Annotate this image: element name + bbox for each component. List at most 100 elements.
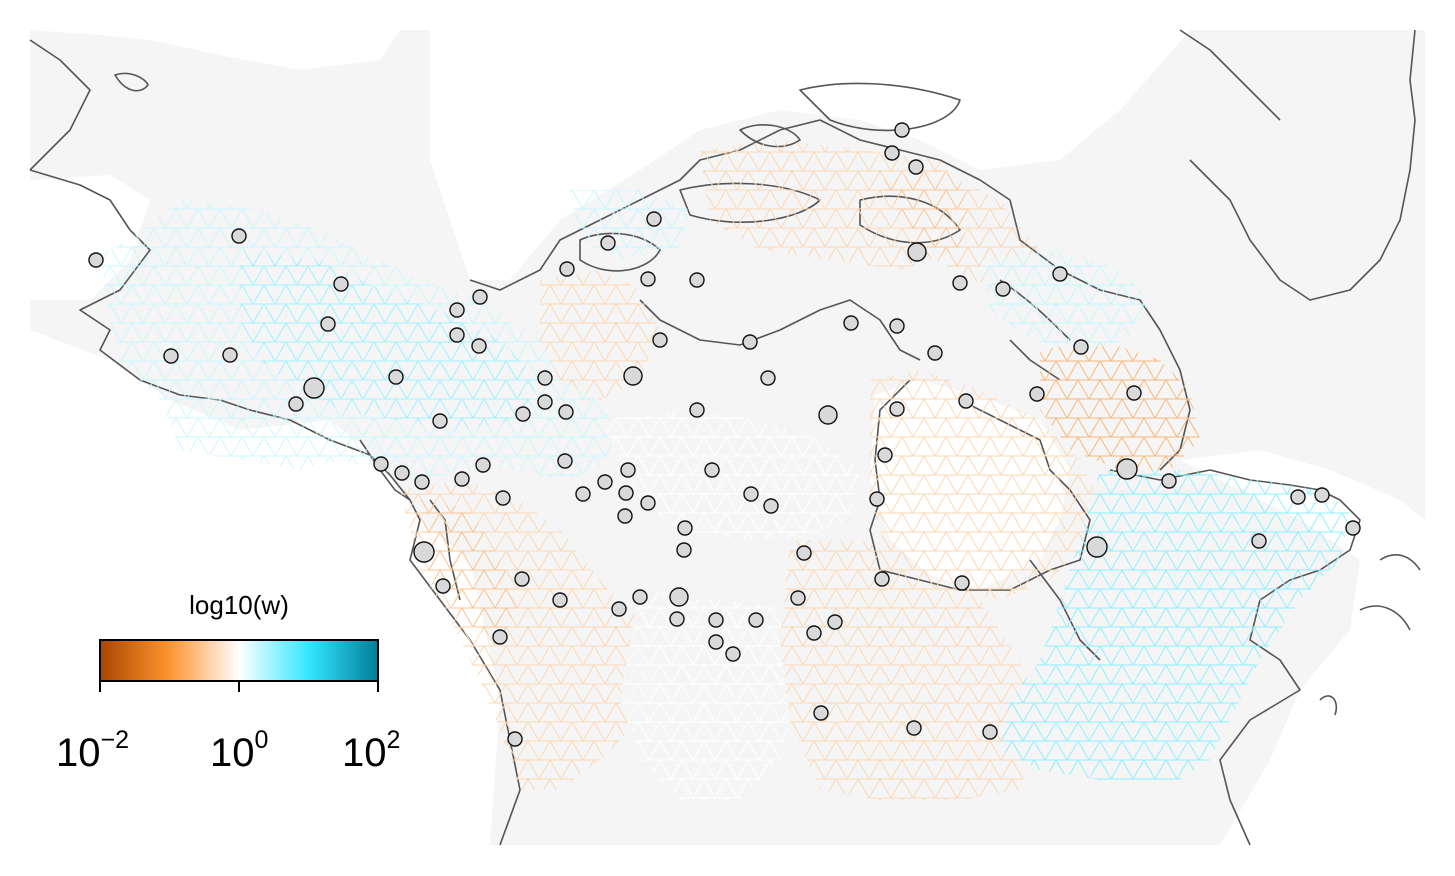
sample-node (874, 571, 890, 587)
sample-node (889, 401, 905, 417)
sample-node (320, 316, 336, 332)
sample-node (537, 370, 553, 386)
colorbar (99, 639, 379, 682)
sample-node (889, 318, 905, 334)
sample-node (1116, 458, 1138, 480)
sample-node (1126, 385, 1142, 401)
sample-node (704, 462, 720, 478)
sample-node (708, 634, 724, 650)
sample-node (908, 159, 924, 175)
sample-node (552, 592, 568, 608)
sample-node (1251, 533, 1267, 549)
sample-node (995, 281, 1011, 297)
sample-node (163, 348, 179, 364)
sample-node (611, 601, 627, 617)
sample-node (743, 486, 759, 502)
sampling-nodes (88, 122, 1361, 747)
sample-node (877, 447, 893, 463)
sample-node (760, 370, 776, 386)
sample-node (471, 338, 487, 354)
sample-node (472, 289, 488, 305)
sample-node (1161, 473, 1177, 489)
sample-node (537, 394, 553, 410)
sample-node (742, 334, 758, 350)
sample-node (495, 490, 511, 506)
sample-node (617, 508, 633, 524)
sample-node (88, 252, 104, 268)
sample-node (790, 590, 806, 606)
sample-node (454, 471, 470, 487)
sample-node (652, 332, 668, 348)
sample-node (677, 520, 693, 536)
sample-node (640, 495, 656, 511)
sample-node (288, 396, 304, 412)
sample-node (1029, 386, 1045, 402)
sample-node (388, 369, 404, 385)
sample-node (303, 377, 325, 399)
sample-node (813, 705, 829, 721)
sample-node (689, 272, 705, 288)
sample-node (373, 456, 389, 472)
sample-node (669, 611, 685, 627)
sample-node (231, 228, 247, 244)
sample-node (449, 302, 465, 318)
sample-node (952, 275, 968, 291)
sample-node (1073, 339, 1089, 355)
legend-title: log10(w) (189, 590, 289, 620)
sample-node (449, 327, 465, 343)
sample-node (669, 587, 689, 607)
sample-node (884, 145, 900, 161)
sample-node (492, 629, 508, 645)
sample-node (640, 271, 656, 287)
sample-node (413, 541, 435, 563)
sample-node (1052, 266, 1068, 282)
sample-node (575, 486, 591, 502)
tick-label-mid: 100 (210, 726, 268, 775)
sample-node (982, 724, 998, 740)
sample-node (632, 589, 648, 605)
sample-node (1290, 489, 1306, 505)
sample-node (927, 345, 943, 361)
sample-node (748, 612, 764, 628)
sample-node (515, 406, 531, 422)
tick-label-max: 102 (342, 726, 400, 775)
sample-node (414, 474, 430, 490)
sample-node (818, 405, 838, 425)
sample-node (394, 465, 410, 481)
sample-node (559, 261, 575, 277)
tick-label-min: 10−2 (56, 726, 129, 775)
sample-node (1345, 520, 1361, 536)
sample-node (827, 614, 843, 630)
sample-node (435, 578, 451, 594)
sample-node (222, 347, 238, 363)
sample-node (557, 453, 573, 469)
sample-node (620, 462, 636, 478)
sample-node (843, 315, 859, 331)
sample-node (1086, 536, 1108, 558)
sample-node (708, 612, 724, 628)
sample-node (689, 402, 705, 418)
sample-node (894, 122, 910, 138)
sample-node (676, 542, 692, 558)
sample-node (954, 575, 970, 591)
sample-node (597, 474, 613, 490)
sample-node (623, 366, 643, 386)
sample-node (432, 413, 448, 429)
sample-node (507, 731, 523, 747)
sample-node (618, 485, 634, 501)
sample-node (763, 498, 779, 514)
sample-node (869, 491, 885, 507)
sample-node (1314, 487, 1330, 503)
sample-node (558, 404, 574, 420)
sample-node (907, 242, 927, 262)
sample-node (600, 235, 616, 251)
sample-node (958, 393, 974, 409)
sample-node (646, 211, 662, 227)
sample-node (796, 545, 812, 561)
sample-node (514, 571, 530, 587)
sample-node (806, 625, 822, 641)
sample-node (725, 646, 741, 662)
sample-node (475, 457, 491, 473)
colorbar-legend: log10(w) 10−2 100 102 (56, 590, 400, 775)
